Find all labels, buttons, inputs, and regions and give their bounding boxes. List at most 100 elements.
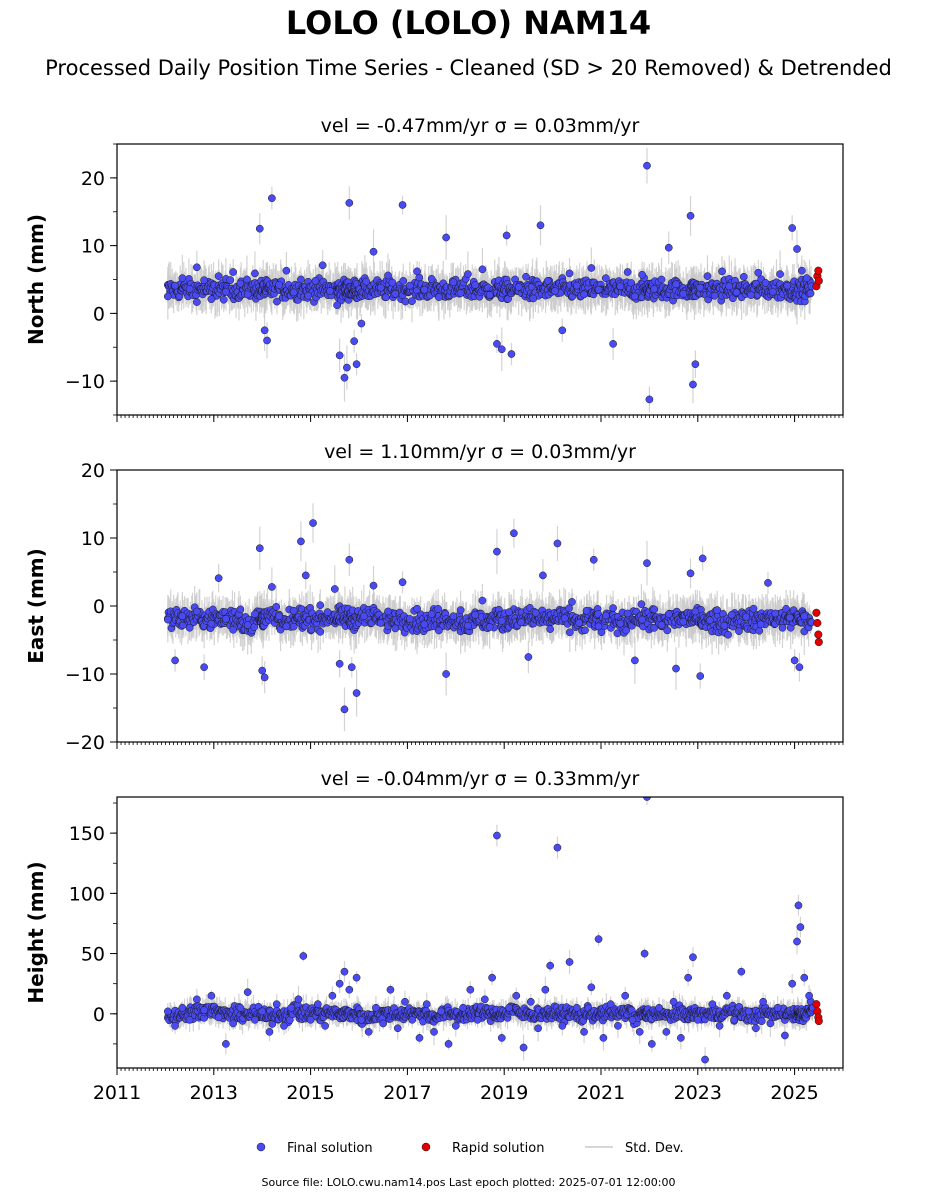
final-solution-point xyxy=(643,161,651,170)
final-solution-point xyxy=(289,606,298,615)
final-solution-point xyxy=(178,274,187,282)
final-solution-point xyxy=(260,326,269,335)
final-solution-point xyxy=(698,554,707,563)
panel-title: vel = -0.47mm/yr σ = 0.03mm/yr xyxy=(321,115,640,137)
final-solution-point xyxy=(471,610,480,619)
final-solution-point xyxy=(560,614,569,623)
final-solution-point xyxy=(413,604,421,613)
final-solution-point xyxy=(178,612,187,621)
final-solution-point xyxy=(587,264,596,272)
final-solution-point xyxy=(771,609,780,618)
final-solution-point xyxy=(171,281,179,290)
final-solution-point xyxy=(638,270,646,279)
final-solution-point xyxy=(255,544,264,553)
final-solution-point xyxy=(539,571,547,580)
final-solution-point xyxy=(778,623,787,632)
final-solution-point xyxy=(200,663,208,672)
final-solution-point xyxy=(185,285,194,293)
final-solution-point xyxy=(497,345,506,354)
final-solution-point xyxy=(696,672,705,680)
final-solution-point xyxy=(565,628,574,637)
final-solution-point xyxy=(222,615,230,623)
final-solution-point xyxy=(471,281,480,289)
final-solution-point xyxy=(275,281,283,289)
final-solution-point xyxy=(316,601,325,610)
final-solution-point xyxy=(522,272,530,281)
final-solution-point xyxy=(565,269,574,278)
final-solution-point xyxy=(691,607,700,616)
final-solution-point xyxy=(193,298,201,306)
final-solution-point xyxy=(637,600,646,608)
final-solution-point xyxy=(273,297,281,306)
final-solution-point xyxy=(798,266,806,275)
final-solution-point xyxy=(193,607,201,616)
final-solution-point xyxy=(382,293,390,302)
final-solution-point xyxy=(384,271,392,280)
rapid-solution-point xyxy=(814,637,823,647)
final-solution-point xyxy=(616,619,625,628)
final-solution-point xyxy=(551,287,559,295)
final-solution-point xyxy=(739,272,748,281)
final-solution-point xyxy=(580,290,588,299)
final-solution-point xyxy=(214,272,223,280)
final-solution-point xyxy=(788,224,797,232)
y-tick-label: 10 xyxy=(81,236,105,258)
final-solution-point xyxy=(601,274,610,282)
y-tick-label: −10 xyxy=(65,664,105,686)
final-solution-point xyxy=(664,610,673,619)
y-tick-label: 20 xyxy=(81,460,105,482)
final-solution-point xyxy=(345,199,354,207)
final-solution-point xyxy=(282,622,291,631)
final-solution-point xyxy=(219,295,228,304)
final-solution-point xyxy=(272,602,281,611)
final-solution-point xyxy=(251,610,259,619)
final-solution-point xyxy=(724,630,732,639)
y-axis-label: East (mm) xyxy=(24,548,48,664)
rapid-solution-point xyxy=(814,266,823,275)
final-solution-point xyxy=(263,336,271,345)
final-solution-point xyxy=(335,659,344,668)
y-tick-label: 0 xyxy=(93,303,105,325)
final-solution-point xyxy=(350,337,359,346)
final-solution-point xyxy=(405,615,414,623)
final-solution-point xyxy=(536,221,545,230)
final-solution-point xyxy=(514,283,523,291)
final-solution-point xyxy=(369,247,378,256)
final-solution-point xyxy=(193,263,201,272)
final-solution-point xyxy=(806,289,815,298)
final-solution-point xyxy=(442,233,450,242)
final-solution-point xyxy=(558,326,567,335)
panel-title: vel = 1.10mm/yr σ = 0.03mm/yr xyxy=(324,441,636,463)
final-solution-point xyxy=(493,547,501,556)
final-solution-point xyxy=(435,626,443,635)
final-solution-point xyxy=(222,287,230,296)
final-solution-point xyxy=(345,555,354,564)
final-solution-point xyxy=(442,670,450,678)
final-solution-point xyxy=(485,623,494,631)
final-solution-point xyxy=(679,617,688,626)
final-solution-point xyxy=(742,613,751,621)
y-axis-label: North (mm) xyxy=(24,214,48,345)
final-solution-point xyxy=(497,617,506,625)
final-solution-point xyxy=(650,624,659,632)
final-solution-point xyxy=(251,269,259,278)
final-solution-point xyxy=(795,663,804,672)
final-solution-point xyxy=(289,288,298,297)
y-tick-label: −10 xyxy=(65,371,105,393)
final-solution-point xyxy=(631,656,639,665)
panel-1: −20 −10 0 10 20 vel = 1.10mm/yr σ = 0.03mm/yr… xyxy=(24,441,844,754)
y-tick-label: −20 xyxy=(65,732,105,754)
final-solution-point xyxy=(783,281,792,290)
final-solution-point xyxy=(311,277,320,285)
final-solution-point xyxy=(768,287,777,296)
final-solution-point xyxy=(464,621,472,630)
final-solution-point xyxy=(761,279,770,287)
final-solution-point xyxy=(352,360,361,369)
rapid-solution-point xyxy=(814,630,823,639)
final-solution-point xyxy=(623,609,632,618)
final-solution-point xyxy=(507,350,516,358)
final-solution-point xyxy=(304,291,313,300)
plot-area xyxy=(163,503,823,732)
final-solution-point xyxy=(335,351,344,360)
